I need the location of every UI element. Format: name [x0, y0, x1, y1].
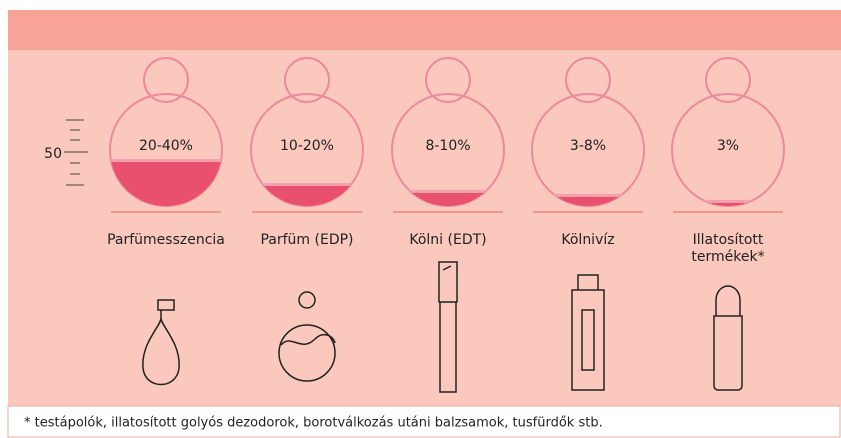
- percent-label: 3%: [717, 138, 739, 154]
- content-panel: [8, 50, 841, 406]
- percent-label: 10-20%: [280, 138, 334, 154]
- percent-label: 20-40%: [139, 138, 193, 154]
- product-name: termékek*: [691, 249, 764, 265]
- product-name: Kölni (EDT): [409, 232, 486, 248]
- percent-label: 3-8%: [570, 138, 606, 154]
- page: * testápolók, illatosított golyós dezodo…: [0, 0, 841, 438]
- scale-label: 50: [44, 146, 62, 162]
- header-band: [8, 10, 841, 50]
- product-name: Parfümesszencia: [107, 232, 225, 248]
- liquid-surface: [110, 159, 222, 162]
- footnote: * testápolók, illatosított golyós dezodo…: [24, 416, 603, 431]
- infographic: * testápolók, illatosított golyós dezodo…: [0, 0, 841, 438]
- product-name: Kölnivíz: [561, 232, 614, 248]
- product-name: Illatosított: [693, 232, 764, 248]
- percent-label: 8-10%: [425, 138, 470, 154]
- product-name: Parfüm (EDP): [260, 232, 353, 248]
- liquid-surface: [251, 183, 363, 186]
